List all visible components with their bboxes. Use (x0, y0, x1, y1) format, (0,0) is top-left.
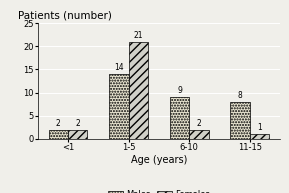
Bar (170, 97, 189, 139)
Bar (189, 130, 209, 139)
Text: 2: 2 (197, 119, 201, 128)
Bar (68, 130, 87, 139)
Text: 14: 14 (114, 63, 124, 72)
Legend: Males, Females: Males, Females (104, 187, 214, 193)
Bar (49, 130, 68, 139)
Text: 9: 9 (177, 86, 182, 95)
Bar (250, 134, 269, 139)
Bar (231, 102, 250, 139)
Text: 21: 21 (134, 31, 143, 40)
Text: 1: 1 (257, 124, 262, 132)
Text: 2: 2 (56, 119, 61, 128)
Text: 8: 8 (238, 91, 242, 100)
X-axis label: Age (years): Age (years) (131, 155, 187, 165)
Bar (109, 74, 129, 139)
Text: 2: 2 (75, 119, 80, 128)
Bar (129, 42, 148, 139)
Text: Patients (number): Patients (number) (18, 11, 112, 21)
